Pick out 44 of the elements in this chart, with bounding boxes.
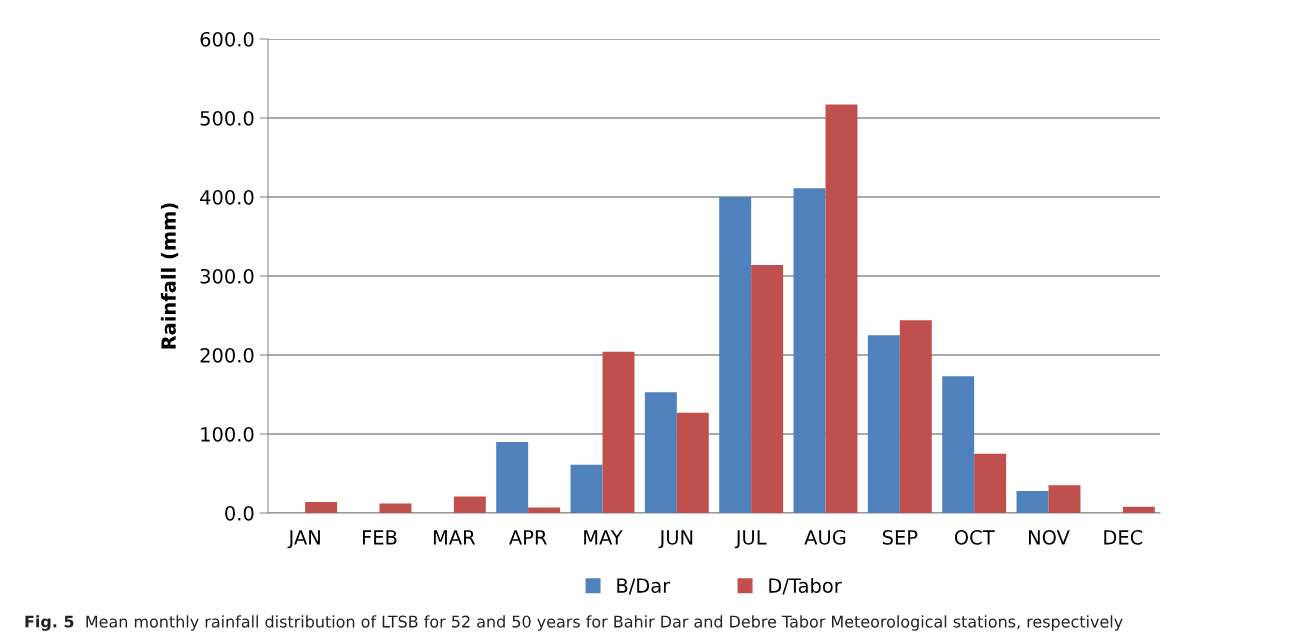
- bar: [793, 188, 826, 513]
- x-tick-label: JAN: [287, 530, 320, 549]
- y-tick-label: 400.0: [200, 189, 254, 205]
- bar: [899, 320, 932, 513]
- bar: [676, 412, 709, 513]
- bar: [644, 392, 677, 513]
- bar: [602, 351, 635, 513]
- x-tick-label: JUL: [734, 530, 767, 549]
- bar: [305, 501, 338, 513]
- bar: [1122, 506, 1155, 513]
- y-tick-label: 200.0: [200, 347, 254, 363]
- y-tick-label: 600.0: [200, 31, 254, 47]
- text: Mean monthly rainfall distribution of LTSB for 52 and 50 years for Bahir Dar and Debre Tabor Meteorological stations, respectively: [86, 615, 1123, 631]
- bar: [1016, 490, 1049, 513]
- bar: [570, 464, 603, 513]
- x-tick-label: SEP: [882, 530, 918, 545]
- x-tick-label: OCT: [954, 530, 995, 545]
- caption: Fig. 5: [25, 615, 74, 631]
- y-tick-label: 0.0: [225, 505, 254, 521]
- bar: [1048, 485, 1081, 513]
- bar: [867, 335, 900, 513]
- bar: [719, 197, 752, 513]
- y-tick-label: 300.0: [200, 268, 254, 284]
- x-tick-label: MAY: [584, 530, 623, 545]
- bar: [751, 264, 784, 513]
- y-tick-label: 500.0: [200, 110, 254, 126]
- x-tick-label: DEC: [1104, 530, 1143, 545]
- x-tick-label: JUN: [658, 530, 693, 549]
- x-tick-label: NOV: [1029, 530, 1070, 545]
- bar: [453, 496, 486, 513]
- legend-label: D/Tabor: [769, 577, 842, 595]
- bar: [496, 441, 529, 513]
- bar: [528, 507, 561, 513]
- x-tick-label: AUG: [804, 530, 846, 545]
- bar: [825, 104, 858, 513]
- bar: [974, 453, 1007, 513]
- x-tick-label: APR: [509, 530, 547, 545]
- x-tick-label: MAR: [433, 530, 476, 545]
- x-tick-label: FEB: [363, 530, 397, 545]
- legend-label: B/Dar: [617, 578, 671, 595]
- bar: [379, 503, 412, 513]
- bar: [942, 376, 975, 513]
- y-axis-title: Rainfall (mm): [160, 203, 179, 349]
- y-tick-label: 100.0: [201, 426, 254, 442]
